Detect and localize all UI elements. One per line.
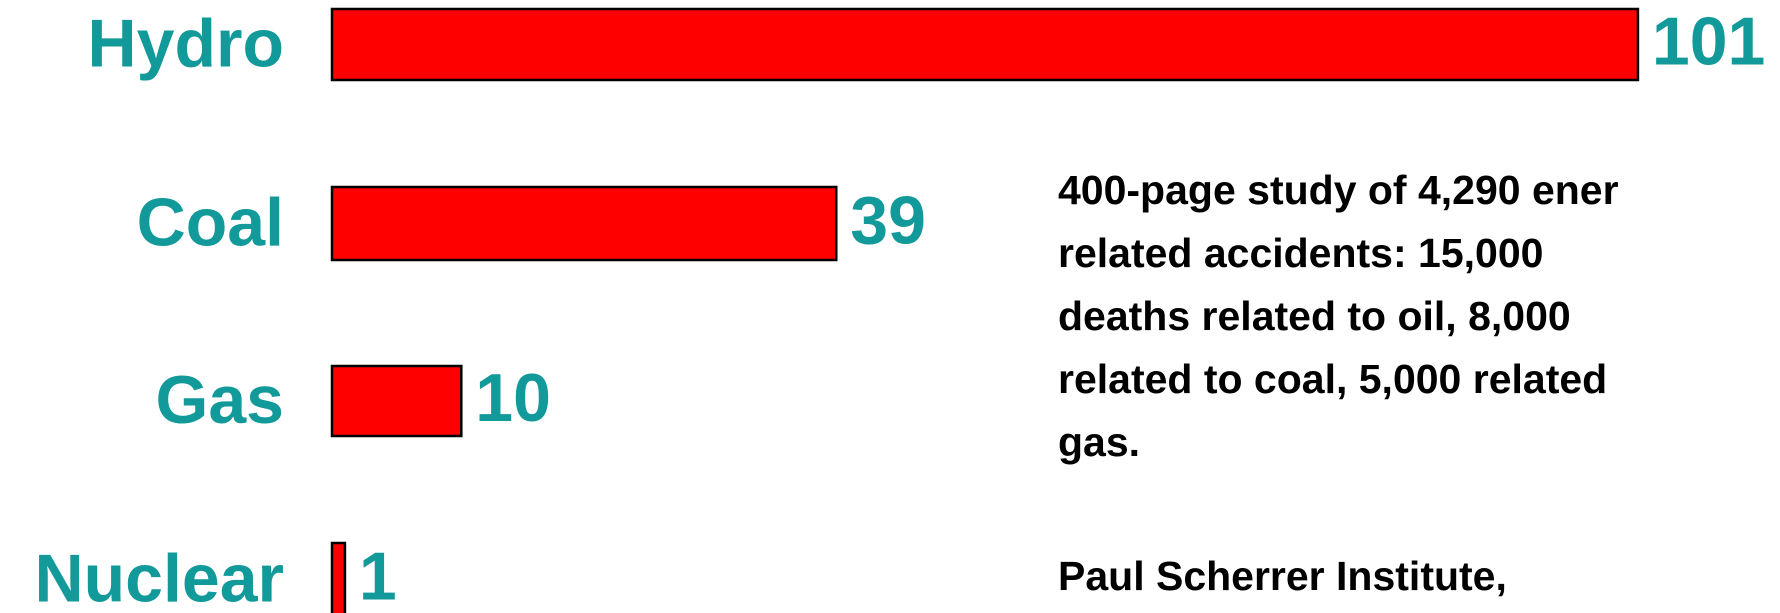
annotation-line: gas. (1058, 419, 1140, 465)
annotation-line: related accidents: 15,000 (1058, 230, 1543, 276)
bar (330, 7, 1640, 82)
category-label: Nuclear (35, 540, 284, 613)
bar (330, 364, 463, 438)
category-label: Coal (137, 184, 284, 260)
category-label: Hydro (88, 5, 284, 81)
value-label: 10 (475, 360, 551, 436)
annotation-line: Paul Scherrer Institute, (1058, 553, 1507, 599)
annotation-line: related to coal, 5,000 related (1058, 356, 1607, 402)
bar (330, 185, 838, 262)
annotation-line: 400-page study of 4,290 ener (1058, 167, 1619, 213)
value-label: 101 (1652, 3, 1765, 79)
value-label: 1 (359, 538, 397, 613)
category-label: Gas (155, 362, 284, 438)
value-label: 39 (850, 182, 926, 258)
annotation-line: deaths related to oil, 8,000 (1058, 293, 1571, 339)
bar (330, 541, 347, 613)
